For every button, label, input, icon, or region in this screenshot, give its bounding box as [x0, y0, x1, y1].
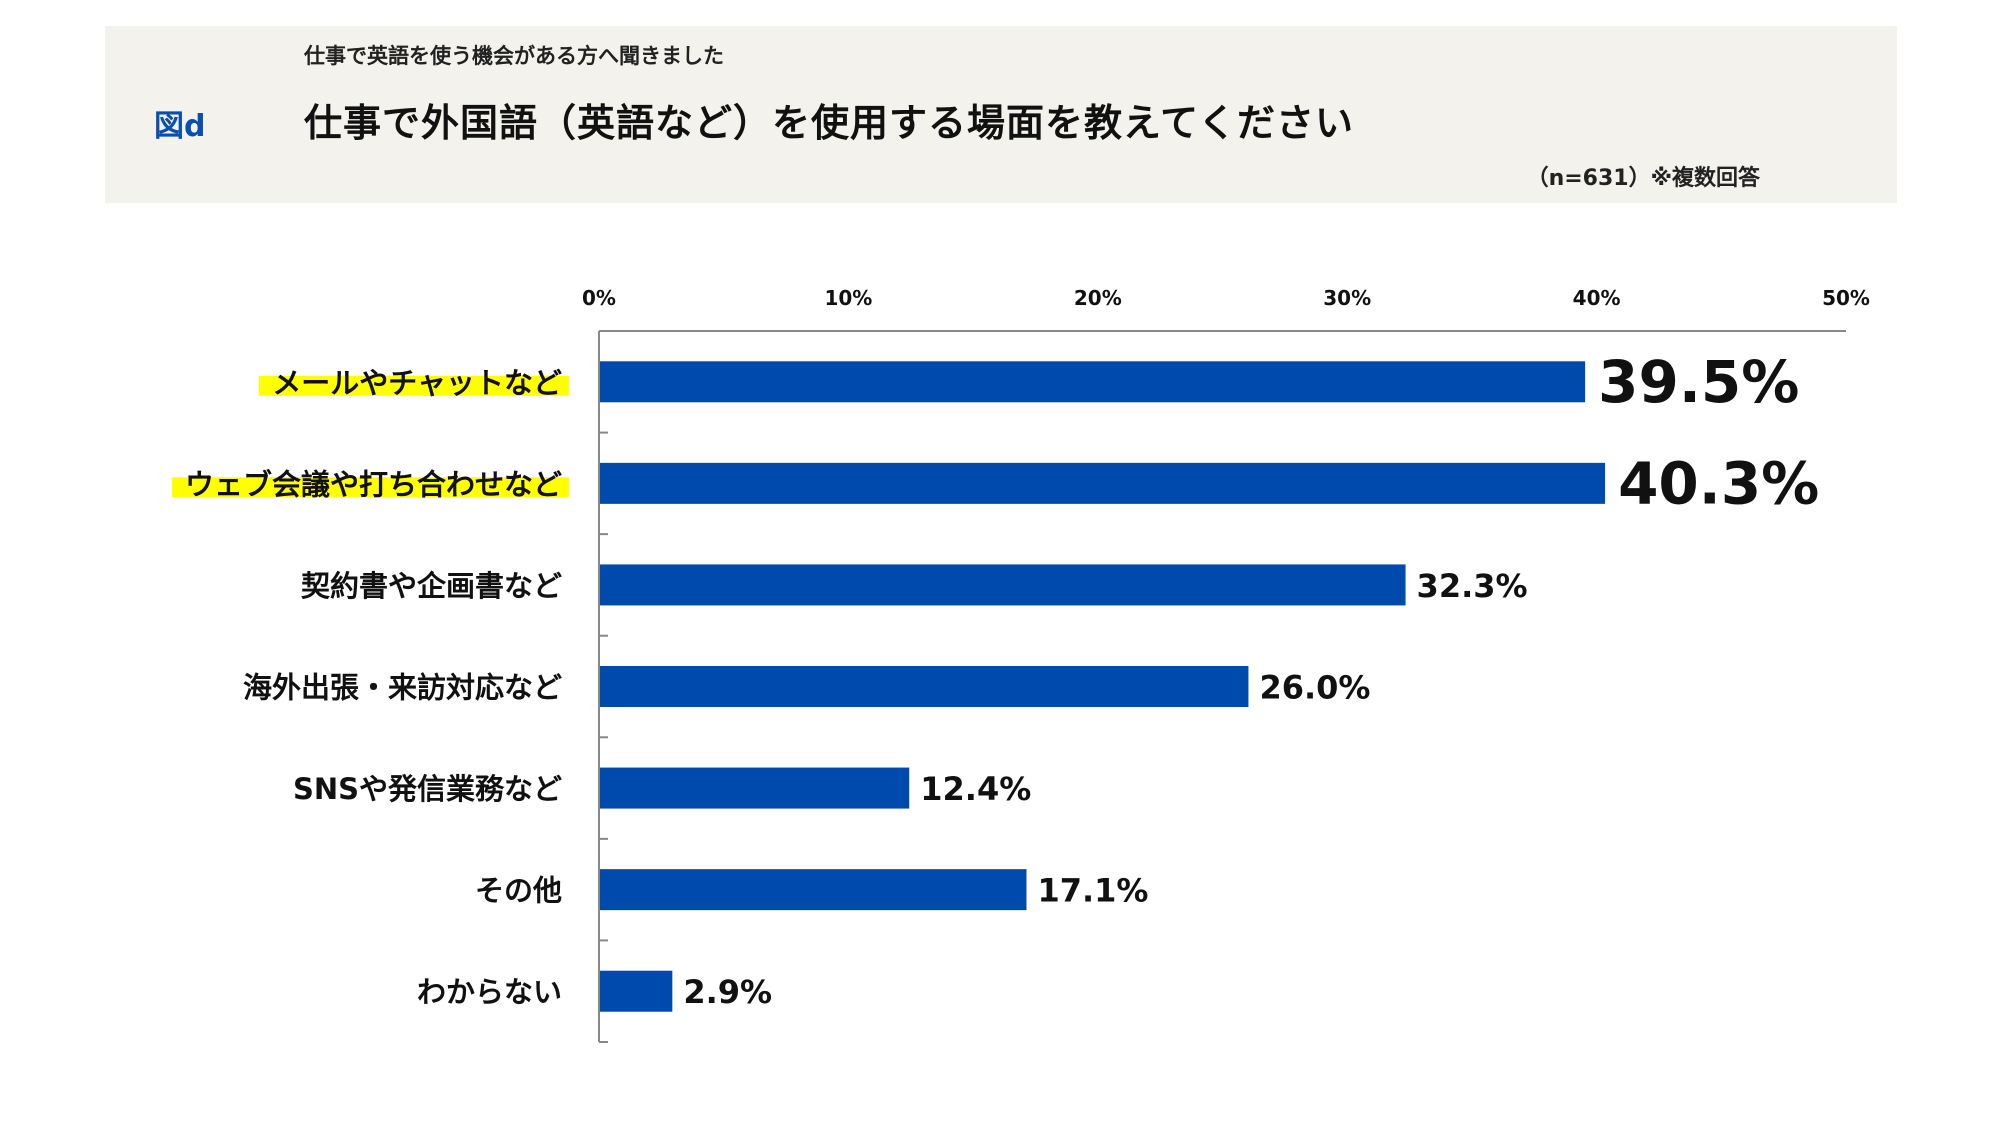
bar — [600, 462, 1606, 504]
x-tick-label: 40% — [1573, 286, 1621, 310]
x-tick-label: 50% — [1822, 286, 1870, 310]
bar — [600, 869, 1027, 911]
category-label: 契約書や企画書など — [301, 569, 562, 603]
bar — [600, 564, 1406, 606]
data-label: 39.5% — [1598, 348, 1799, 416]
category-label: わからない — [417, 975, 562, 1009]
data-label: 32.3% — [1417, 567, 1528, 605]
category-label: SNSや発信業務など — [293, 772, 562, 806]
x-tick-label: 20% — [1074, 286, 1122, 310]
bar — [600, 970, 673, 1012]
label-highlight — [259, 375, 569, 396]
bar — [600, 767, 910, 809]
label-highlight — [172, 477, 569, 498]
data-label: 40.3% — [1618, 449, 1819, 517]
bar — [600, 666, 1249, 707]
bar — [600, 361, 1586, 403]
category-label: ウェブ会議や打ち合わせなど — [185, 467, 562, 501]
category-label: メールやチャットなど — [272, 366, 562, 400]
chart-title: 仕事で外国語（英語など）を使用する場面を教えてください — [304, 101, 1354, 145]
x-tick-label: 10% — [824, 286, 872, 310]
data-label: 17.1% — [1037, 872, 1148, 910]
data-label: 26.0% — [1259, 669, 1370, 707]
figure-label: 図d — [154, 109, 206, 144]
x-tick-label: 0% — [582, 286, 616, 310]
subtitle: 仕事で英語を使う機会がある方へ聞きました — [304, 44, 724, 68]
sample-note: （n=631）※複数回答 — [1526, 166, 1760, 191]
data-label: 2.9% — [683, 973, 772, 1011]
category-label: 海外出張・来訪対応など — [243, 671, 562, 705]
data-label: 12.4% — [920, 770, 1031, 808]
category-label: その他 — [475, 874, 562, 908]
x-tick-label: 30% — [1323, 286, 1371, 310]
header-panel — [105, 26, 1897, 203]
